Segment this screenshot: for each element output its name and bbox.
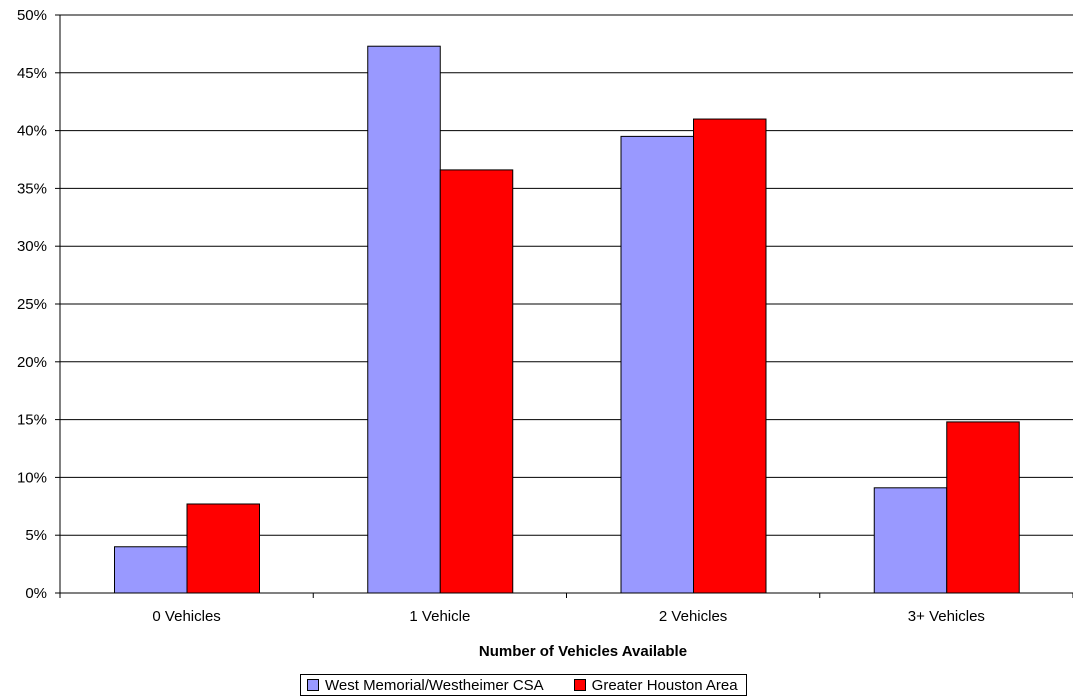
- y-tick-label: 0%: [25, 585, 47, 602]
- bar-1-4: [873, 487, 948, 594]
- x-tick-label: 1 Vehicle: [409, 608, 470, 625]
- legend: West Memorial/Westheimer CSA Greater Hou…: [300, 674, 747, 696]
- bar-2-2: [439, 169, 514, 594]
- bar-1-1: [114, 546, 188, 594]
- y-tick-label: 20%: [17, 354, 47, 371]
- y-tick-label: 25%: [17, 296, 47, 313]
- gridlines: [60, 14, 1073, 536]
- legend-label-series-2: Greater Houston Area: [591, 676, 738, 694]
- y-tick-label: 45%: [17, 65, 47, 82]
- x-axis-title: Number of Vehicles Available: [479, 643, 687, 660]
- y-tick-label: 15%: [17, 412, 47, 429]
- y-tick-label: 30%: [17, 238, 47, 255]
- y-axis-ticks: 0% 5% 10% 15% 20% 25% 30% 35% 40% 45% 50%: [17, 7, 60, 602]
- bar-1-3: [620, 135, 694, 594]
- legend-item-series-1: West Memorial/Westheimer CSA: [307, 677, 544, 694]
- legend-label-series-1: West Memorial/Westheimer CSA: [325, 676, 544, 694]
- legend-swatch-series-1: [307, 679, 319, 691]
- y-tick-label: 40%: [17, 123, 47, 140]
- x-tick-label: 3+ Vehicles: [908, 608, 985, 625]
- x-axis-ticks: 0 Vehicles 1 Vehicle 2 Vehicles 3+ Vehicles: [59, 593, 1073, 625]
- y-tick-label: 10%: [17, 469, 47, 486]
- legend-item-series-2: Greater Houston Area: [573, 676, 738, 694]
- bar-1-2: [367, 45, 441, 594]
- y-tick-label: 5%: [25, 527, 47, 544]
- bars: [114, 45, 1020, 594]
- bar-2-3: [693, 118, 767, 594]
- legend-swatch-series-2: [573, 679, 586, 691]
- y-tick-label: 35%: [17, 180, 47, 197]
- bar-2-1: [186, 503, 260, 594]
- bar-2-4: [946, 421, 1020, 594]
- x-tick-label: 2 Vehicles: [659, 608, 727, 625]
- y-tick-label: 50%: [17, 7, 47, 24]
- x-tick-label: 0 Vehicles: [152, 608, 220, 625]
